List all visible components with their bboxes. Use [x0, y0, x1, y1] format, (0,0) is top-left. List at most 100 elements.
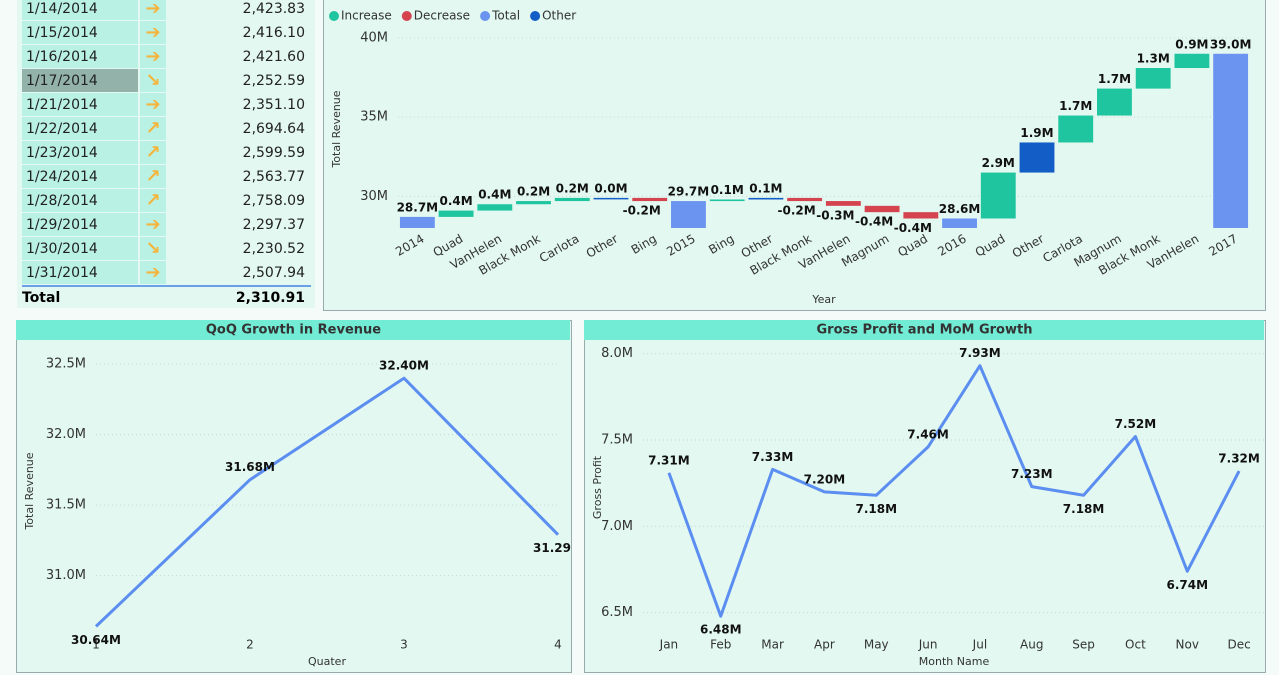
data-label: 7.20M: [804, 472, 846, 486]
waterfall-bar: [709, 199, 745, 202]
x-tick-label: May: [864, 638, 889, 652]
value-cell: 2,423.83: [242, 0, 305, 17]
x-tick-label: Nov: [1176, 638, 1199, 652]
value-cell: 2,416.10: [242, 24, 305, 41]
data-label: 0.0M: [594, 181, 627, 195]
table-row[interactable]: 1/17/2014 ↘ 2,252.59: [22, 69, 311, 93]
table-row[interactable]: 1/16/2014 ➔ 2,421.60: [22, 45, 311, 69]
table-row[interactable]: 1/14/2014 ➔ 2,423.83: [22, 0, 311, 21]
gross-panel: [584, 320, 1266, 673]
waterfall-bar: [516, 201, 551, 205]
table-row[interactable]: 1/24/2014 ↗ 2,563.77: [22, 165, 311, 189]
total-value: 2,310.91: [235, 290, 305, 306]
value-cell: 2,230.52: [242, 240, 305, 257]
x-tick-label: Dec: [1227, 638, 1250, 652]
trend-icon: ↗: [140, 117, 166, 140]
data-label: 29.7M: [668, 185, 710, 199]
x-tick-label: Bing: [706, 232, 736, 258]
waterfall-panel: [323, 0, 1266, 311]
value-cell: 2,297.37: [242, 216, 305, 233]
x-tick-label: Feb: [710, 638, 731, 652]
line: [667, 364, 1241, 618]
date-cell: 1/31/2014: [22, 261, 138, 284]
x-tick-label: Quad: [895, 232, 930, 260]
trend-icon: ➔: [140, 213, 166, 236]
x-tick-label: Sep: [1072, 638, 1095, 652]
x-tick-label: Apr: [814, 638, 835, 652]
chart-title: Gross Profit and MoM Growth: [817, 323, 1033, 338]
x-tick-label: Other: [584, 231, 621, 260]
y-tick-label: 40M: [360, 30, 388, 45]
trend-icon: ↗: [140, 141, 166, 164]
waterfall-bar: [1135, 68, 1171, 89]
trend-icon: ➔: [140, 0, 166, 20]
date-cell: 1/29/2014: [22, 213, 138, 236]
waterfall-bar: [399, 216, 435, 228]
waterfall-bar: [864, 205, 900, 213]
table-row[interactable]: 1/31/2014 ➔ 2,507.94: [22, 261, 311, 285]
table-row[interactable]: 1/21/2014 ➔ 2,351.10: [22, 93, 311, 117]
waterfall-bar: [1019, 142, 1055, 173]
waterfall-bar: [903, 212, 939, 219]
data-label: 7.23M: [1011, 467, 1053, 481]
data-label: 6.48M: [700, 623, 742, 637]
data-label: 39.0M: [1210, 37, 1252, 51]
waterfall-bar: [1213, 53, 1249, 229]
y-tick-label: 31.0M: [46, 568, 86, 583]
waterfall-bar: [1174, 53, 1210, 69]
legend-label: Total: [491, 9, 520, 23]
waterfall-chart: 30M 35M 40M Total Revenue Year Increase Decrea…: [329, 9, 1252, 306]
waterfall-bar: [980, 172, 1016, 219]
data-label: 1.7M: [1059, 99, 1092, 113]
data-label: 28.7M: [397, 200, 439, 214]
data-label: 7.46M: [907, 427, 949, 441]
waterfall-bar: [1097, 88, 1132, 116]
waterfall-bar: [787, 197, 823, 202]
legend-marker: [329, 11, 339, 21]
y-tick-label: 30M: [360, 189, 388, 204]
table-row[interactable]: 1/22/2014 ↗ 2,694.64: [22, 117, 311, 141]
trend-icon: ➔: [140, 261, 166, 284]
data-label: 7.31M: [648, 453, 690, 467]
data-label: 0.2M: [556, 181, 589, 195]
x-tick-label: Aug: [1020, 638, 1043, 652]
y-axis-title: Gross Profit: [591, 455, 604, 519]
waterfall-bar: [825, 201, 861, 206]
data-label: 1.7M: [1098, 72, 1131, 86]
date-cell: 1/14/2014: [22, 0, 138, 20]
table-row[interactable]: 1/29/2014 ➔ 2,297.37: [22, 213, 311, 237]
waterfall-bar: [477, 204, 513, 211]
waterfall-bar: [671, 201, 706, 228]
data-label: 7.33M: [752, 450, 794, 464]
table-row[interactable]: 1/15/2014 ➔ 2,416.10: [22, 21, 311, 45]
x-tick-label: 2016: [935, 232, 968, 259]
data-label: 0.4M: [439, 194, 472, 208]
date-cell: 1/30/2014: [22, 237, 138, 260]
x-tick-label: Mar: [761, 638, 784, 652]
date-cell: 1/15/2014: [22, 21, 138, 44]
table-row[interactable]: 1/23/2014 ↗ 2,599.59: [22, 141, 311, 165]
data-label: 2.9M: [982, 156, 1015, 170]
y-axis-title: Total Revenue: [23, 452, 36, 530]
data-label: 31.29M: [533, 541, 571, 555]
data-label: -0.3M: [816, 208, 854, 222]
legend-marker: [480, 11, 491, 21]
data-label: 7.18M: [855, 502, 897, 516]
waterfall-bar: [748, 197, 784, 200]
x-tick-label: Carlota: [537, 232, 582, 266]
table-row[interactable]: 1/30/2014 ↘ 2,230.52: [22, 237, 311, 261]
y-tick-label: 32.5M: [46, 357, 86, 372]
date-cell: 1/23/2014: [22, 141, 138, 164]
table-row[interactable]: 1/28/2014 ↗ 2,758.09: [22, 189, 311, 213]
date-cell: 1/24/2014: [22, 165, 138, 188]
y-tick-label: 35M: [360, 110, 388, 125]
data-label: -0.2M: [778, 204, 816, 218]
x-tick-label: 4: [554, 638, 562, 652]
legend-label: Other: [542, 9, 576, 23]
data-label: 32.40M: [379, 359, 429, 373]
data-label: 0.2M: [517, 185, 550, 199]
data-label: 31.68M: [225, 460, 275, 474]
trend-icon: ↗: [140, 165, 166, 188]
data-label: 6.74M: [1166, 578, 1208, 592]
y-axis-title: Total Revenue: [330, 90, 343, 168]
